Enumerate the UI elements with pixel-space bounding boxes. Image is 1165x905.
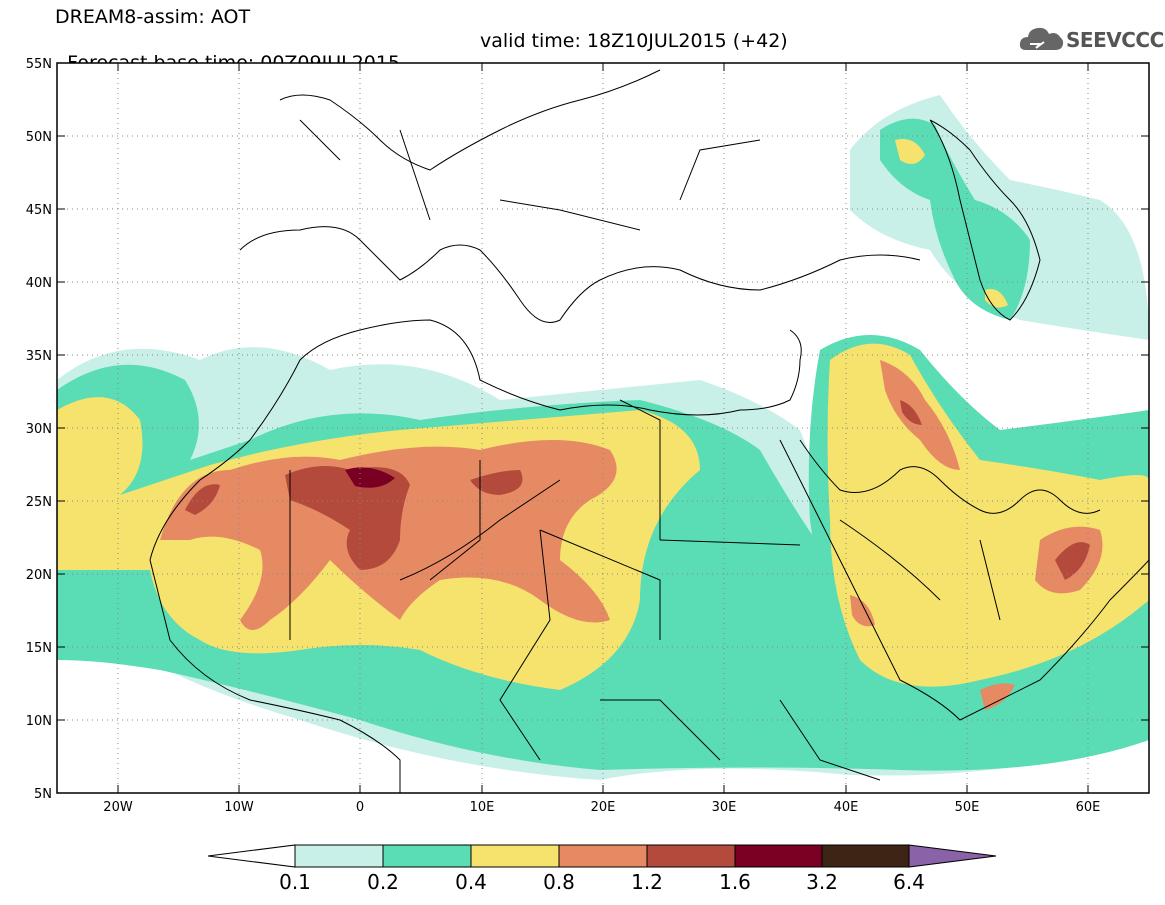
lat-label: 40N <box>26 276 52 291</box>
lat-labels: 55N 50N 45N 40N 35N 30N 25N 20N 15N 10N … <box>26 57 52 802</box>
lat-label: 35N <box>26 349 52 364</box>
colorbar-label: 0.8 <box>543 870 575 894</box>
colorbar-label: 6.4 <box>893 870 925 894</box>
cloud-logo-icon <box>1019 27 1064 50</box>
colorbar-high-arrow <box>908 844 997 868</box>
lon-label: 50E <box>955 800 980 815</box>
lat-label: 10N <box>26 714 52 729</box>
colorbar-label: 0.1 <box>279 870 311 894</box>
lat-label: 30N <box>26 422 52 437</box>
aot-contour-1-6-sahara <box>345 467 395 488</box>
lon-label: 60E <box>1076 800 1101 815</box>
lat-label: 50N <box>26 130 52 145</box>
lon-label: 20W <box>103 800 133 815</box>
aot-contour-1-2-sahara <box>185 466 523 570</box>
lon-label: 0 <box>356 800 364 815</box>
lat-label: 55N <box>26 57 52 72</box>
lon-label: 20E <box>591 800 616 815</box>
lon-label: 10E <box>470 800 495 815</box>
colorbar-label: 1.6 <box>719 870 751 894</box>
colorbar-swatch <box>470 844 560 868</box>
lon-labels: 20W 10W 0 10E 20E 30E 40E 50E 60E <box>103 800 1100 815</box>
aot-contour-0-4-caspian <box>895 139 1008 308</box>
colorbar-label: 3.2 <box>806 870 838 894</box>
lat-label: 45N <box>26 203 52 218</box>
lat-label: 5N <box>34 787 52 802</box>
logo-text: SEEVCCC <box>1066 28 1164 52</box>
colorbar-swatch <box>734 844 823 868</box>
lat-label: 15N <box>26 641 52 656</box>
lon-label: 30E <box>712 800 737 815</box>
aot-contour-0-8-arabia <box>850 360 1103 710</box>
colorbar-label: 1.2 <box>631 870 663 894</box>
aot-contour-1-2-arabia <box>900 400 1090 580</box>
colorbar-low-arrow <box>207 844 296 868</box>
aot-contour-0-4-arabia <box>827 343 1149 687</box>
coastlines <box>149 69 1149 793</box>
lon-label: 40E <box>834 800 859 815</box>
colorbar-label: 0.2 <box>367 870 399 894</box>
aot-contour-0-2-caspian <box>880 118 1030 320</box>
valid-time: valid time: 18Z10JUL2015 (+42) <box>480 30 788 52</box>
colorbar-label: 0.4 <box>455 870 487 894</box>
colorbar-swatch <box>294 844 384 868</box>
colorbar-swatch <box>821 844 910 868</box>
lat-label: 25N <box>26 495 52 510</box>
colorbar-swatch <box>382 844 472 868</box>
colorbar-swatch <box>558 844 648 868</box>
graticule <box>57 63 1149 793</box>
axis-ticks <box>57 62 1149 793</box>
colorbar-swatch <box>646 844 736 868</box>
lat-label: 20N <box>26 568 52 583</box>
lon-label: 10W <box>224 800 254 815</box>
seevccc-logo: SEEVCCC <box>1018 22 1164 56</box>
colorbar <box>207 844 997 868</box>
map-title: DREAM8-assim: AOT <box>55 6 251 28</box>
